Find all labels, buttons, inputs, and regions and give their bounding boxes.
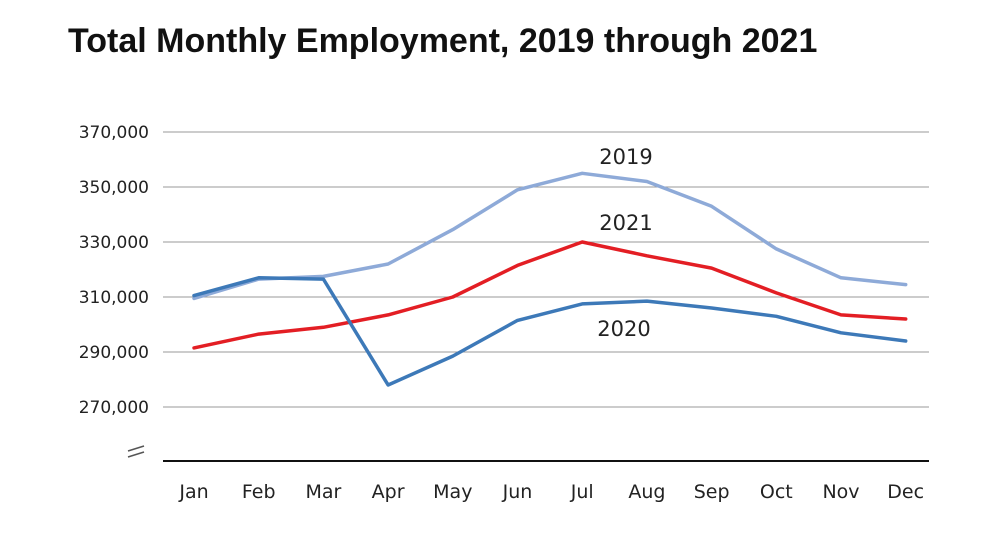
- x-tick-label: Dec: [887, 481, 924, 503]
- series-line-2019: [192, 171, 908, 301]
- y-axis-ticks: 370,000 350,000 330,000 310,000 290,000 270,0…: [79, 123, 149, 418]
- series-lines: [192, 171, 908, 387]
- y-tick-label: 370,000: [79, 123, 149, 143]
- x-tick-label: Oct: [760, 481, 793, 503]
- series-line-2020: [192, 276, 908, 387]
- x-tick-label: Mar: [305, 481, 341, 503]
- series-label-2019: 2019: [599, 145, 652, 169]
- x-tick-label: Feb: [242, 481, 276, 503]
- series-line-2021: [192, 240, 908, 350]
- series-label-2020: 2020: [597, 317, 650, 341]
- axis-break-icon: [127, 445, 145, 458]
- x-tick-label: Sep: [694, 481, 730, 503]
- chart-title: Total Monthly Employment, 2019 through 2…: [68, 22, 818, 60]
- series-labels: 2019 2020 2021: [597, 145, 652, 341]
- gridlines: [163, 131, 929, 408]
- x-tick-label: Jul: [570, 481, 594, 503]
- x-axis-ticks: Jan Feb Mar Apr May Jun Jul Aug Sep Oct Nov Dec: [178, 481, 924, 503]
- y-tick-label: 290,000: [79, 343, 149, 363]
- y-tick-label: 310,000: [79, 288, 149, 308]
- y-tick-label: 270,000: [79, 398, 149, 418]
- x-tick-label: Aug: [628, 481, 665, 503]
- x-tick-label: May: [433, 481, 472, 503]
- x-tick-label: Nov: [822, 481, 859, 503]
- series-label-2021: 2021: [599, 211, 652, 235]
- x-tick-label: Jan: [178, 481, 208, 503]
- y-tick-label: 330,000: [79, 233, 149, 253]
- x-tick-label: Apr: [372, 481, 405, 503]
- x-tick-label: Jun: [502, 481, 533, 503]
- y-tick-label: 350,000: [79, 178, 149, 198]
